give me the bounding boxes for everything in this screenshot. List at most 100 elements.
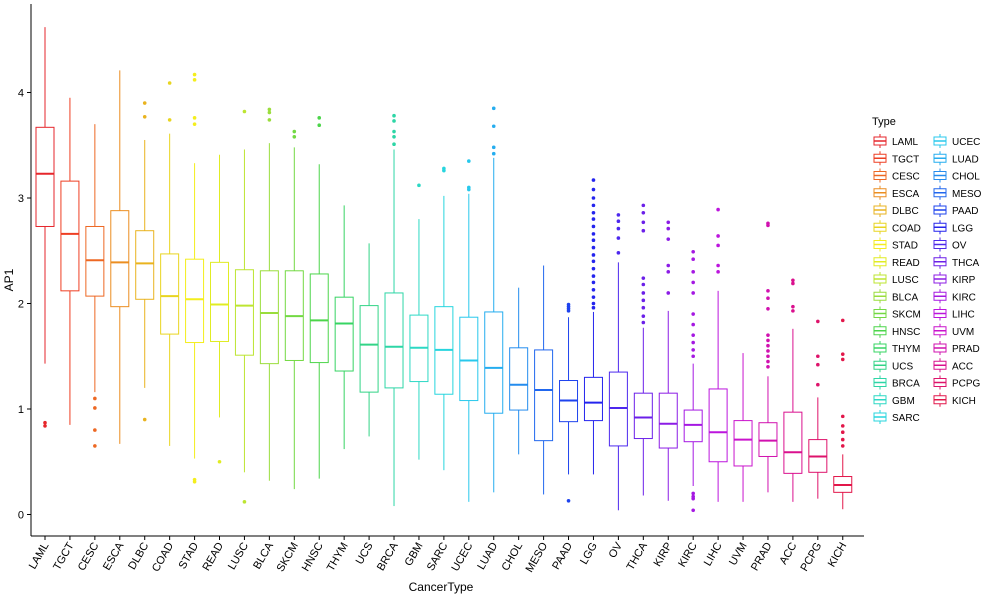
outlier-coad-1 bbox=[167, 118, 172, 122]
outlier-kirc-14 bbox=[691, 508, 695, 513]
box-kich bbox=[833, 318, 853, 510]
box-thym bbox=[334, 205, 354, 450]
outlier-luad-1 bbox=[491, 124, 496, 129]
x-tick-label-kirp: KIRP bbox=[652, 541, 675, 569]
outlier-cesc-3 bbox=[93, 444, 97, 448]
outlier-brca-2 bbox=[392, 129, 396, 134]
legend-label-lusc: LUSC bbox=[892, 275, 919, 286]
outlier-luad-2 bbox=[491, 145, 496, 150]
legend-item-coad: COAD bbox=[873, 220, 921, 235]
legend-item-tgct: TGCT bbox=[873, 151, 919, 166]
outlier-thca-8 bbox=[641, 305, 646, 310]
legend-item-esca: ESCA bbox=[873, 185, 920, 200]
y-tick-label-4: 4 bbox=[18, 88, 24, 100]
outlier-kich-1 bbox=[840, 352, 845, 356]
outlier-thca-2 bbox=[641, 220, 646, 225]
outlier-brca-1 bbox=[392, 119, 396, 123]
legend-item-skcm: SKCM bbox=[873, 306, 921, 321]
outlier-brca-4 bbox=[392, 142, 396, 146]
outlier-kich-5 bbox=[840, 430, 845, 435]
outlier-thca-7 bbox=[641, 298, 646, 303]
legend-item-luad: LUAD bbox=[933, 151, 979, 166]
legend-label-ucec: UCEC bbox=[952, 137, 980, 148]
box-body-ucec bbox=[459, 316, 479, 402]
legend-label-lgg: LGG bbox=[952, 223, 973, 234]
box-body-lusc bbox=[234, 269, 254, 356]
legend-label-dlbc: DLBC bbox=[892, 206, 919, 217]
x-tick-label-cesc: CESC bbox=[76, 540, 102, 573]
outlier-lgg-8 bbox=[591, 238, 596, 242]
box-cesc bbox=[85, 124, 105, 448]
x-tick-label-hnsc: HNSC bbox=[300, 540, 326, 573]
outlier-kirc-2 bbox=[691, 270, 695, 274]
legend-label-blca: BLCA bbox=[892, 292, 918, 303]
box-luad bbox=[484, 106, 504, 493]
legend-item-kirc: KIRC bbox=[933, 289, 976, 304]
x-tick-label-blca: BLCA bbox=[251, 540, 276, 571]
legend-label-thca: THCA bbox=[952, 258, 980, 269]
outlier-read-0 bbox=[217, 459, 222, 464]
legend-label-skcm: SKCM bbox=[892, 310, 921, 321]
outlier-stad-0 bbox=[192, 72, 197, 77]
box-brca bbox=[384, 113, 404, 507]
legend-item-read: READ bbox=[873, 254, 920, 269]
outlier-lusc-1 bbox=[242, 500, 247, 504]
box-body-ucs bbox=[359, 305, 379, 393]
outlier-ucec-0 bbox=[467, 159, 471, 163]
outlier-acc-0 bbox=[791, 278, 795, 283]
x-tick-label-ucec: UCEC bbox=[449, 540, 475, 573]
legend-label-luad: LUAD bbox=[952, 154, 979, 165]
outlier-kirc-4 bbox=[691, 291, 695, 295]
y-ticks: 0 1 2 3 4 bbox=[18, 88, 31, 522]
legend-label-uvm: UVM bbox=[952, 327, 974, 338]
box-body-dlbc bbox=[135, 230, 155, 300]
legend-label-gbm: GBM bbox=[892, 396, 915, 407]
legend-item-paad: PAAD bbox=[933, 203, 979, 217]
outlier-lgg-10 bbox=[591, 253, 596, 257]
legend-item-gbm: GBM bbox=[873, 392, 915, 407]
y-tick-label-2: 2 bbox=[18, 299, 24, 311]
legend-item-cesc: CESC bbox=[873, 168, 920, 183]
x-tick-label-laml: LAML bbox=[27, 541, 52, 572]
outlier-sarc-1 bbox=[442, 168, 446, 173]
outlier-prad-10 bbox=[766, 359, 770, 364]
legend-label-prad: PRAD bbox=[952, 344, 980, 355]
x-tick-label-uvm: UVM bbox=[727, 541, 750, 568]
x-tick-label-skcm: SKCM bbox=[275, 541, 301, 575]
outlier-lihc-4 bbox=[716, 270, 720, 274]
outlier-lgg-12 bbox=[591, 266, 596, 271]
box-body-thym bbox=[334, 296, 354, 372]
outlier-hnsc-1 bbox=[317, 123, 322, 128]
outlier-kirp-4 bbox=[666, 270, 671, 274]
outlier-stad-2 bbox=[192, 116, 197, 120]
outlier-lgg-18 bbox=[591, 305, 596, 310]
legend-item-thym: THYM bbox=[873, 341, 920, 355]
box-tgct bbox=[60, 97, 80, 425]
legend-label-meso: MESO bbox=[952, 189, 982, 200]
legend-item-lusc: LUSC bbox=[873, 272, 919, 286]
legend-label-read: READ bbox=[892, 258, 920, 269]
x-tick-label-ov: OV bbox=[607, 540, 626, 560]
legend-item-laml: LAML bbox=[873, 134, 919, 148]
x-tick-label-luad: LUAD bbox=[475, 540, 500, 571]
outlier-kirc-11 bbox=[691, 491, 695, 496]
outlier-skcm-0 bbox=[292, 129, 297, 134]
box-body-esca bbox=[110, 210, 130, 308]
outlier-lgg-11 bbox=[591, 259, 596, 264]
box-body-ov bbox=[608, 371, 628, 447]
box-body-hnsc bbox=[309, 273, 329, 364]
box-gbm bbox=[409, 183, 429, 460]
y-tick-label-0: 0 bbox=[18, 510, 24, 522]
outlier-lgg-15 bbox=[591, 287, 596, 292]
outlier-lgg-5 bbox=[591, 217, 596, 221]
legend-label-chol: CHOL bbox=[952, 172, 980, 183]
box-body-lihc bbox=[708, 388, 728, 463]
x-axis-title: CancerType bbox=[409, 580, 474, 594]
legend-item-sarc: SARC bbox=[873, 410, 920, 424]
legend-item-hnsc: HNSC bbox=[873, 323, 920, 338]
legend-label-thym: THYM bbox=[892, 344, 920, 355]
legend-label-ucs: UCS bbox=[892, 361, 913, 372]
outlier-blca-2 bbox=[267, 118, 272, 122]
legend-item-ucec: UCEC bbox=[933, 134, 980, 148]
